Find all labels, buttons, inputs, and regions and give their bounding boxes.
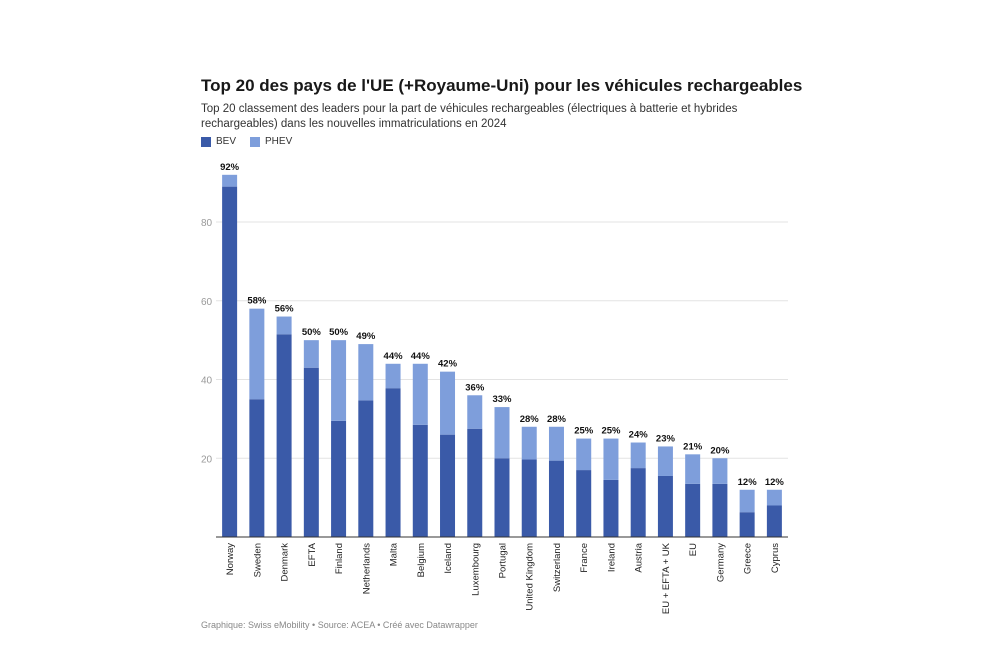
bar-bev (657, 475, 673, 537)
category-label: Portugal (498, 543, 509, 578)
legend-label-phev: PHEV (265, 136, 293, 147)
y-tick-label: 40 (201, 376, 213, 387)
bar-phev (685, 454, 701, 484)
total-label: 20% (710, 445, 730, 456)
bar-phev (657, 446, 673, 476)
bar-bev (548, 460, 564, 537)
total-label: 58% (247, 296, 267, 307)
bar-bev (358, 400, 374, 537)
bar-bev (385, 388, 401, 537)
total-label: 49% (356, 331, 376, 342)
category-label: Ireland (606, 543, 617, 572)
total-label: 21% (683, 441, 703, 452)
bar-bev (412, 424, 428, 537)
total-label: 28% (520, 414, 540, 425)
total-label: 24% (629, 430, 649, 441)
legend-swatch-phev (250, 136, 261, 147)
category-label: Greece (743, 543, 754, 574)
total-label: 12% (765, 477, 785, 488)
y-tick-label: 80 (201, 218, 213, 229)
bar-phev (603, 438, 619, 480)
bar-phev (303, 340, 319, 368)
y-tick-label: 60 (201, 297, 213, 308)
bar-bev (440, 434, 456, 537)
bar-phev (385, 363, 401, 389)
bar-phev (494, 407, 510, 459)
category-label: United Kingdom (525, 543, 536, 611)
category-label: Netherlands (361, 543, 372, 594)
bar-bev (685, 483, 701, 537)
total-label: 44% (384, 351, 404, 362)
total-label: 23% (656, 433, 676, 444)
bar-phev (358, 344, 374, 401)
total-label: 56% (275, 304, 295, 315)
bar-phev (440, 371, 456, 435)
legend-label-bev: BEV (216, 136, 237, 147)
category-label: Norway (225, 543, 236, 575)
bar-phev (576, 438, 592, 471)
bar-phev (412, 363, 428, 425)
bar-bev (603, 479, 619, 537)
y-tick-label: 20 (201, 454, 213, 465)
total-label: 36% (465, 382, 485, 393)
category-label: Germany (715, 543, 726, 582)
bar-bev (303, 367, 319, 537)
category-label: Malta (389, 542, 400, 566)
total-label: 28% (547, 414, 567, 425)
bar-bev (276, 334, 292, 537)
total-label: 25% (574, 426, 594, 437)
bar-phev (249, 308, 265, 400)
total-label: 25% (601, 426, 621, 437)
total-label: 12% (738, 477, 758, 488)
bar-bev (630, 468, 646, 537)
bar-bev (521, 459, 537, 537)
bar-bev (576, 470, 592, 537)
category-label: Switzerland (552, 543, 563, 592)
category-label: EFTA (307, 542, 318, 566)
total-label: 50% (329, 327, 349, 338)
total-label: 33% (492, 394, 512, 405)
total-label: 42% (438, 359, 458, 370)
bar-phev (548, 426, 564, 461)
bar-phev (712, 458, 728, 484)
legend-item-phev: PHEV (250, 136, 292, 147)
category-label: Cyprus (770, 543, 781, 573)
total-label: 44% (411, 351, 431, 362)
bar-phev (521, 426, 537, 460)
category-label: Denmark (280, 543, 291, 582)
bar-phev (276, 316, 292, 335)
bar-phev (630, 442, 646, 469)
chart-title: Top 20 des pays de l'UE (+Royaume-Uni) p… (201, 76, 803, 95)
bar-bev (222, 186, 238, 538)
bar-bev (712, 483, 728, 537)
bar-phev (467, 395, 483, 429)
legend-item-bev: BEV (201, 136, 236, 147)
bar-phev (222, 174, 238, 187)
category-label: Belgium (416, 543, 427, 577)
category-label: Sweden (252, 543, 263, 577)
chart-footer: Graphique: Swiss eMobility • Source: ACE… (201, 620, 478, 630)
bar-phev (331, 340, 347, 421)
total-label: 50% (302, 327, 322, 338)
category-label: Austria (634, 542, 645, 572)
bar-bev (494, 458, 510, 537)
category-label: Iceland (443, 543, 454, 574)
category-label: France (579, 543, 590, 573)
bar-phev (739, 489, 755, 513)
legend-swatch-bev (201, 136, 211, 147)
bar-bev (766, 505, 782, 537)
bar-bev (249, 399, 265, 537)
category-label: Finland (334, 543, 345, 574)
bar-bev (467, 428, 483, 537)
bar-bev (739, 512, 755, 537)
category-label: EU (688, 543, 699, 556)
category-label: EU + EFTA + UK (661, 542, 672, 614)
bar-phev (766, 489, 782, 506)
total-label: 92% (220, 162, 240, 173)
chart-legend: BEV PHEV (201, 136, 306, 147)
chart-subtitle: Top 20 classement des leaders pour la pa… (201, 103, 738, 130)
category-label: Luxembourg (470, 543, 481, 596)
bar-bev (331, 420, 347, 537)
